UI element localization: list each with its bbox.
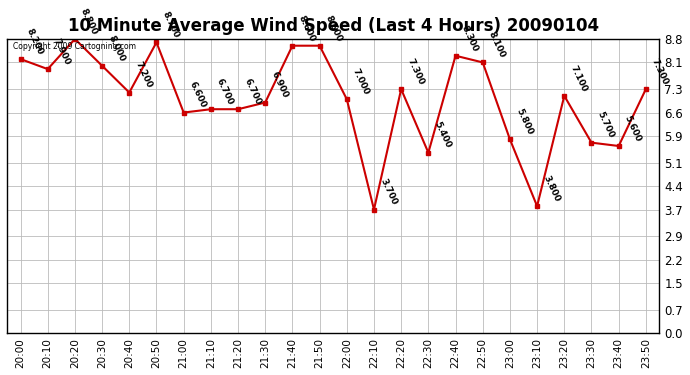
- Text: 3.700: 3.700: [378, 177, 398, 207]
- Text: 6.900: 6.900: [269, 70, 290, 100]
- Text: 8.800: 8.800: [79, 7, 99, 36]
- Text: 5.400: 5.400: [433, 120, 453, 150]
- Text: 6.700: 6.700: [215, 77, 235, 106]
- Title: 10 Minute Average Wind Speed (Last 4 Hours) 20090104: 10 Minute Average Wind Speed (Last 4 Hou…: [68, 16, 599, 34]
- Text: 7.200: 7.200: [133, 60, 154, 90]
- Text: Copyright 2009 Cartogning.com: Copyright 2009 Cartogning.com: [14, 42, 137, 51]
- Text: 8.300: 8.300: [460, 24, 480, 53]
- Text: 8.200: 8.200: [25, 27, 45, 56]
- Text: 6.600: 6.600: [188, 81, 208, 110]
- Text: 7.300: 7.300: [650, 57, 670, 86]
- Text: 7.100: 7.100: [569, 64, 589, 93]
- Text: 5.800: 5.800: [514, 107, 534, 136]
- Text: 8.600: 8.600: [297, 13, 317, 43]
- Text: 7.000: 7.000: [351, 67, 371, 96]
- Text: 5.600: 5.600: [623, 114, 643, 143]
- Text: 8.700: 8.700: [161, 10, 181, 40]
- Text: 6.700: 6.700: [242, 77, 262, 106]
- Text: 3.800: 3.800: [541, 174, 561, 203]
- Text: 7.900: 7.900: [52, 37, 72, 66]
- Text: 8.600: 8.600: [324, 13, 344, 43]
- Text: 8.000: 8.000: [106, 34, 126, 63]
- Text: 7.300: 7.300: [405, 57, 426, 86]
- Text: 5.700: 5.700: [595, 111, 615, 140]
- Text: 8.100: 8.100: [487, 30, 507, 60]
